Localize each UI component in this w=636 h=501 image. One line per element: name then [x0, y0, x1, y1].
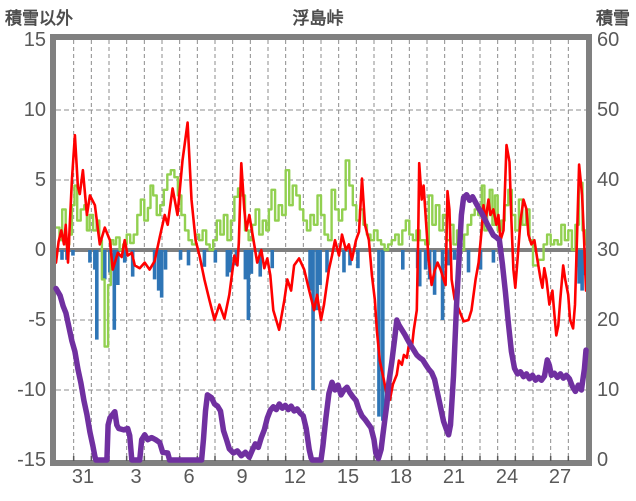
left-axis-tick: 15: [23, 29, 46, 51]
right-axis-tick: 50: [597, 99, 620, 121]
x-axis-tick: 15: [336, 466, 360, 488]
right-axis-tick: 30: [597, 239, 620, 261]
x-axis-tick: 21: [442, 466, 466, 488]
x-axis-tick: 6: [183, 466, 195, 488]
left-axis-tick: -15: [17, 449, 46, 471]
left-axis-tick: 0: [34, 239, 46, 261]
x-axis-tick: 31: [71, 466, 95, 488]
x-axis-tick: 12: [283, 466, 307, 488]
right-axis-tick: 0: [597, 449, 609, 471]
x-axis-tick: 18: [389, 466, 413, 488]
x-axis-tick: 27: [548, 466, 572, 488]
right-axis-tick: 10: [597, 379, 620, 401]
left-axis-tick: -10: [17, 379, 46, 401]
x-axis-tick: 9: [236, 466, 248, 488]
left-axis-tick: 10: [23, 99, 46, 121]
left-axis-tick: -5: [28, 309, 46, 331]
right-axis-title: 積雪: [596, 9, 630, 28]
x-axis-tick: 24: [495, 466, 519, 488]
right-axis-tick: 40: [597, 169, 620, 191]
x-axis-tick: 3: [130, 466, 142, 488]
left-axis-title: 積雪以外: [5, 9, 73, 28]
chart-title: 浮島峠: [292, 9, 344, 28]
right-axis-tick: 20: [597, 309, 620, 331]
right-axis-tick: 60: [597, 29, 620, 51]
left-axis-tick: 5: [34, 169, 46, 191]
